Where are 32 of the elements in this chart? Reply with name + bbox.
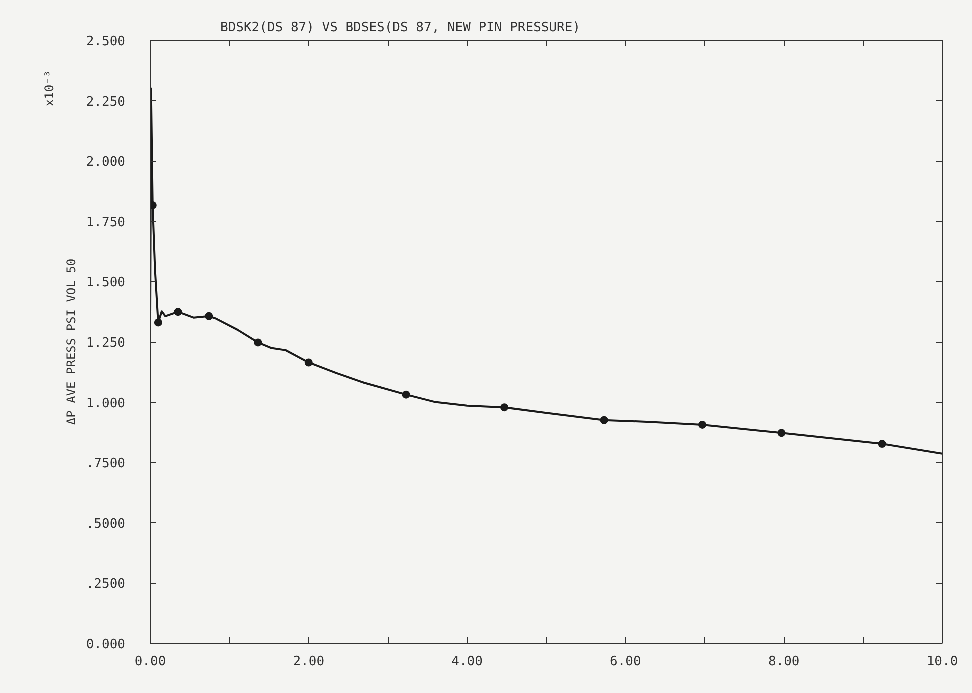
text: x10⁻³ bbox=[42, 70, 56, 107]
point bbox=[402, 390, 410, 399]
x-tick-label: 0.00 bbox=[134, 654, 166, 670]
x-tick-label: 4.00 bbox=[452, 654, 483, 670]
point bbox=[174, 308, 182, 316]
y-tick-label: .5000 bbox=[86, 516, 126, 532]
x-tick-label: 10.0 bbox=[926, 654, 958, 670]
x-tick-label: 8.00 bbox=[768, 654, 800, 670]
point bbox=[304, 358, 313, 367]
point bbox=[254, 338, 262, 347]
y-axis-title: ΔP AVE PRESS PSI VOL 50 bbox=[64, 258, 78, 426]
y-tick-label: 1.500 bbox=[86, 276, 126, 291]
y-tick-label: .2500 bbox=[86, 577, 126, 592]
y-tick-label: 2.250 bbox=[86, 94, 126, 110]
point bbox=[778, 429, 786, 438]
x-tick-label: 2.00 bbox=[293, 654, 325, 670]
y-tick-label: 2.000 bbox=[86, 155, 126, 170]
point bbox=[154, 318, 162, 327]
y-tick-label: 1.250 bbox=[86, 336, 126, 351]
point bbox=[500, 404, 509, 412]
x-tick-label: 6.00 bbox=[610, 654, 642, 670]
y-tick-label: 2.500 bbox=[86, 34, 126, 50]
point bbox=[205, 312, 214, 320]
y-tick-label: 1.750 bbox=[86, 215, 126, 230]
line-series bbox=[150, 88, 942, 455]
y-tick-label: 0.000 bbox=[86, 638, 126, 652]
y-tick-label: 1.000 bbox=[86, 396, 126, 412]
chart-title: BDSK2(DS 87) VS BDSES(DS 87, NEW PIN PRESSURE) bbox=[220, 20, 581, 36]
point bbox=[878, 440, 886, 448]
point bbox=[698, 420, 707, 429]
y-tick-label: .7500 bbox=[86, 456, 126, 472]
point bbox=[600, 416, 608, 424]
